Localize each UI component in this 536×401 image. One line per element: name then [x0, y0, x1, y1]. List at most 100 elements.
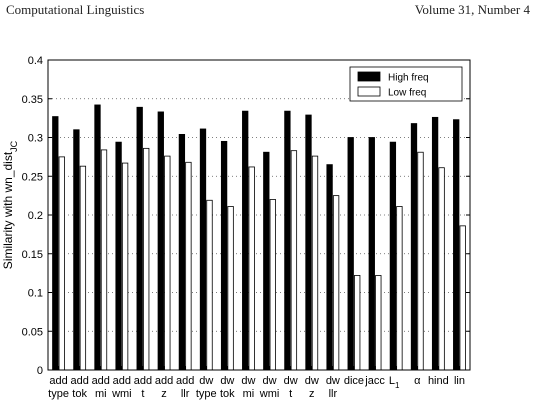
x-tick-label-line2: llr — [329, 388, 338, 400]
bar-high-freq — [220, 140, 228, 371]
bar-high-freq — [453, 119, 460, 371]
y-tick-label: 0.1 — [28, 288, 43, 300]
bar-low-freq — [375, 275, 382, 371]
bar-low-freq — [79, 165, 87, 371]
bar-low-freq — [100, 149, 108, 371]
y-tick-label: 0.3 — [28, 133, 43, 145]
bar-low-freq — [396, 206, 403, 371]
x-tick-label: add — [92, 375, 110, 387]
x-tick-label-line2: tok — [72, 388, 87, 400]
y-tick-label: 0.4 — [28, 55, 43, 67]
x-tick-label-line2: t — [141, 388, 144, 400]
x-tick-label-line2: t — [289, 388, 292, 400]
x-tick-label: add — [49, 375, 67, 387]
bar-high-freq — [157, 111, 164, 371]
bar-low-freq — [459, 225, 466, 371]
bar-high-freq — [263, 151, 270, 371]
x-tick-label-line2: mi — [95, 388, 107, 400]
bar-high-freq — [410, 123, 418, 371]
bar-low-freq — [58, 156, 65, 371]
x-tick-label-line2: type — [48, 388, 69, 400]
bar-high-freq — [347, 137, 354, 371]
x-tick-label: dw — [284, 375, 298, 387]
y-axis-label: Similarity with wn_distJC — [1, 140, 19, 269]
running-header: Computational Linguistics Volume 31, Num… — [6, 2, 530, 18]
bar-low-freq — [227, 206, 234, 371]
x-tick-label: add — [134, 375, 152, 387]
bar-low-freq — [269, 199, 276, 371]
y-tick-label: 0.2 — [28, 210, 43, 222]
bar-low-freq — [164, 155, 171, 371]
x-tick-label-line2: mi — [243, 388, 255, 400]
bar-low-freq — [332, 195, 340, 371]
bar-high-freq — [389, 141, 397, 371]
y-tick-labels: 0 0.05 0.1 0.15 0.2 0.25 0.3 0.35 0.4 — [22, 55, 43, 377]
x-tick-label: α — [414, 375, 421, 387]
bars — [52, 104, 466, 371]
bar-low-freq — [311, 155, 319, 371]
legend-label: Low freq — [388, 88, 426, 99]
bar-high-freq — [94, 104, 101, 371]
y-tick-label: 0.15 — [22, 249, 43, 261]
x-tick-label: jacc — [364, 375, 385, 387]
bar-low-freq — [206, 199, 213, 371]
bar-high-freq — [242, 110, 249, 371]
x-tick-label: dice — [344, 375, 364, 387]
plot-frame — [47, 59, 471, 371]
y-tick-label: 0.35 — [22, 94, 43, 106]
x-tick-label-line2: tok — [220, 388, 235, 400]
y-axis-label: Similarity with wn_distJC — [1, 140, 19, 269]
x-tick-label-line2: wmi — [259, 388, 280, 400]
bar-high-freq — [431, 116, 439, 371]
y-tick-label: 0.25 — [22, 171, 43, 183]
x-tick-label: dw — [220, 375, 234, 387]
x-tick-label: lin — [454, 375, 465, 387]
legend-swatch — [357, 71, 381, 82]
bar-high-freq — [305, 114, 312, 371]
bar-high-freq — [368, 137, 375, 371]
x-tick-label-line2: llr — [181, 388, 190, 400]
x-tick-label: add — [176, 375, 194, 387]
x-tick-label: dw — [241, 375, 255, 387]
x-tick-label: add — [70, 375, 88, 387]
bar-low-freq — [354, 275, 361, 371]
x-tick-labels: addtypeaddtokaddmiaddwmiaddtaddzaddllrdw… — [48, 375, 465, 400]
grid-lines — [48, 98, 470, 332]
bar-low-freq — [185, 161, 192, 371]
x-tick-label-line2: z — [161, 388, 167, 400]
bar-low-freq — [290, 150, 298, 371]
x-tick-label: dw — [305, 375, 319, 387]
bar-high-freq — [326, 164, 333, 371]
volume-number: Volume 31, Number 4 — [414, 2, 530, 17]
bar-low-freq — [121, 162, 129, 371]
bar-high-freq — [178, 133, 186, 371]
x-tick-label: add — [155, 375, 173, 387]
bar-high-freq — [52, 116, 59, 371]
x-tick-label-line2: z — [309, 388, 315, 400]
bar-high-freq — [115, 141, 122, 371]
journal-title: Computational Linguistics — [6, 2, 145, 17]
legend: High freq Low freq — [349, 66, 463, 102]
bar-high-freq — [284, 110, 291, 371]
legend-swatch — [357, 86, 381, 97]
x-tick-label: dw — [326, 375, 340, 387]
x-tick-label: dw — [263, 375, 277, 387]
bar-low-freq — [417, 151, 424, 371]
bar-high-freq — [199, 128, 207, 371]
bar-low-freq — [248, 166, 255, 371]
x-tick-label-line2: type — [196, 388, 217, 400]
y-tick-label: 0 — [37, 365, 43, 377]
bar-high-freq — [136, 106, 143, 371]
axes — [47, 59, 471, 371]
x-tick-label-line2: wmi — [111, 388, 132, 400]
x-tick-label: add — [113, 375, 131, 387]
x-tick-label: dw — [199, 375, 213, 387]
x-tick-label: L1 — [389, 375, 400, 390]
y-tick-label: 0.05 — [22, 326, 43, 338]
legend-label: High freq — [388, 73, 429, 84]
bar-low-freq — [143, 147, 150, 371]
x-tick-label: hind — [428, 375, 449, 387]
bar-high-freq — [73, 129, 80, 371]
bar-low-freq — [438, 167, 445, 371]
